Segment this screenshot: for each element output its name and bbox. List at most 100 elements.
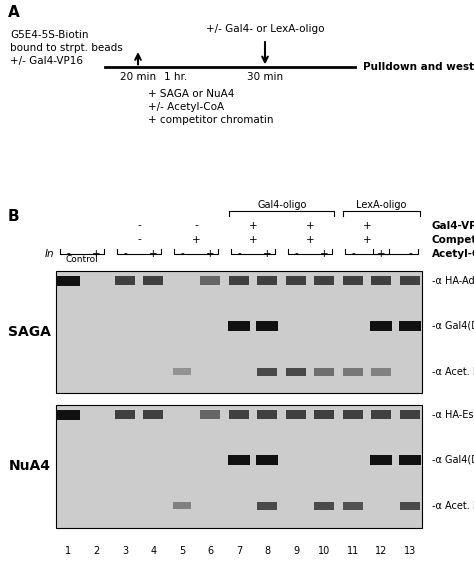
- Bar: [400, 410, 420, 419]
- Bar: [257, 410, 277, 419]
- Bar: [315, 502, 335, 510]
- Text: +: +: [320, 249, 329, 258]
- Bar: [56, 410, 80, 420]
- Bar: [343, 502, 363, 510]
- Text: 30 min: 30 min: [247, 72, 283, 82]
- Text: +: +: [306, 220, 315, 231]
- Bar: [256, 455, 279, 465]
- Text: 2: 2: [93, 546, 100, 556]
- Text: -: -: [408, 249, 412, 258]
- Text: NuA4: NuA4: [9, 460, 51, 473]
- Bar: [400, 502, 420, 510]
- Text: 1: 1: [65, 546, 71, 556]
- Text: -α Gal4(DBD): -α Gal4(DBD): [432, 455, 474, 465]
- Text: -α HA-Esa1: -α HA-Esa1: [432, 410, 474, 420]
- Bar: [400, 276, 420, 285]
- Text: 20 min: 20 min: [120, 72, 156, 82]
- Bar: [256, 321, 279, 331]
- Bar: [173, 368, 191, 375]
- Bar: [201, 276, 220, 285]
- Bar: [371, 455, 392, 465]
- Bar: [372, 276, 392, 285]
- Text: Gal4-oligo: Gal4-oligo: [257, 201, 306, 211]
- Bar: [229, 276, 249, 285]
- Text: Acetyl-CoA: Acetyl-CoA: [432, 249, 474, 258]
- Text: In: In: [45, 249, 54, 258]
- Text: -α Acet. H3: -α Acet. H3: [432, 367, 474, 377]
- Text: 5: 5: [179, 546, 185, 556]
- Bar: [343, 276, 363, 285]
- Text: LexA-oligo: LexA-oligo: [356, 201, 407, 211]
- Bar: [144, 276, 164, 285]
- Bar: [315, 410, 335, 419]
- Text: 11: 11: [347, 546, 359, 556]
- Bar: [173, 503, 191, 509]
- Bar: [399, 321, 421, 331]
- Text: +: +: [249, 220, 257, 231]
- Bar: [56, 270, 422, 392]
- Bar: [56, 405, 422, 528]
- Bar: [315, 276, 335, 285]
- Text: -α HA-Ada2: -α HA-Ada2: [432, 275, 474, 286]
- Bar: [372, 410, 392, 419]
- Text: 7: 7: [236, 546, 242, 556]
- Text: -: -: [137, 220, 141, 231]
- Text: +: +: [192, 235, 201, 245]
- Text: +: +: [263, 249, 272, 258]
- Text: +/- Gal4- or LexA-oligo: +/- Gal4- or LexA-oligo: [206, 24, 324, 34]
- Bar: [201, 410, 220, 419]
- Bar: [286, 410, 306, 419]
- Bar: [144, 410, 164, 419]
- Bar: [115, 276, 135, 285]
- Bar: [286, 276, 306, 285]
- Bar: [257, 276, 277, 285]
- Text: 8: 8: [264, 546, 271, 556]
- Text: Control: Control: [66, 254, 99, 264]
- Bar: [372, 367, 392, 375]
- Text: -: -: [351, 249, 355, 258]
- Text: +: +: [306, 235, 315, 245]
- Text: 9: 9: [293, 546, 299, 556]
- Bar: [343, 367, 363, 375]
- Text: -: -: [294, 249, 298, 258]
- Text: 6: 6: [208, 546, 214, 556]
- Text: bound to strpt. beads: bound to strpt. beads: [10, 43, 123, 53]
- Bar: [257, 367, 277, 375]
- Text: -: -: [123, 249, 127, 258]
- Bar: [343, 410, 363, 419]
- Bar: [115, 410, 135, 419]
- Text: +: +: [249, 235, 257, 245]
- Text: -α Acet. H4: -α Acet. H4: [432, 501, 474, 511]
- Text: +: +: [92, 249, 101, 258]
- Text: +: +: [149, 249, 158, 258]
- Bar: [286, 367, 306, 375]
- Text: 13: 13: [404, 546, 416, 556]
- Bar: [228, 321, 250, 331]
- Bar: [228, 455, 250, 465]
- Text: -: -: [180, 249, 184, 258]
- Text: Gal4-VP16: Gal4-VP16: [432, 220, 474, 231]
- Text: B: B: [8, 210, 19, 224]
- Text: +/- Gal4-VP16: +/- Gal4-VP16: [10, 56, 83, 66]
- Text: 10: 10: [319, 546, 331, 556]
- Text: -: -: [194, 220, 198, 231]
- Text: -α Gal4(DBD): -α Gal4(DBD): [432, 321, 474, 331]
- Text: 1 hr.: 1 hr.: [164, 72, 188, 82]
- Text: G5E4-5S-Biotin: G5E4-5S-Biotin: [10, 30, 89, 40]
- Bar: [56, 275, 80, 286]
- Text: 12: 12: [375, 546, 388, 556]
- Text: 4: 4: [150, 546, 156, 556]
- Text: Competitor: Competitor: [432, 235, 474, 245]
- Text: -: -: [237, 249, 241, 258]
- Text: -: -: [137, 235, 141, 245]
- Text: +: +: [206, 249, 215, 258]
- Text: +/- Acetyl-CoA: +/- Acetyl-CoA: [148, 102, 224, 112]
- Text: 3: 3: [122, 546, 128, 556]
- Text: +: +: [363, 220, 372, 231]
- Text: Pulldown and western: Pulldown and western: [363, 62, 474, 72]
- Text: +: +: [363, 235, 372, 245]
- Bar: [229, 410, 249, 419]
- Text: + SAGA or NuA4: + SAGA or NuA4: [148, 89, 234, 99]
- Bar: [315, 367, 335, 375]
- Text: + competitor chromatin: + competitor chromatin: [148, 115, 273, 126]
